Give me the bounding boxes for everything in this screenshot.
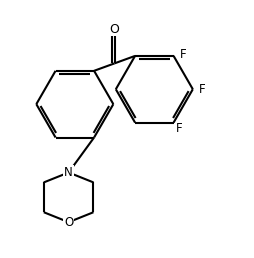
Text: O: O [110, 23, 120, 36]
Text: O: O [64, 216, 73, 229]
Text: F: F [176, 122, 183, 135]
Text: F: F [199, 83, 206, 96]
Text: F: F [180, 48, 186, 61]
Text: N: N [64, 166, 73, 179]
